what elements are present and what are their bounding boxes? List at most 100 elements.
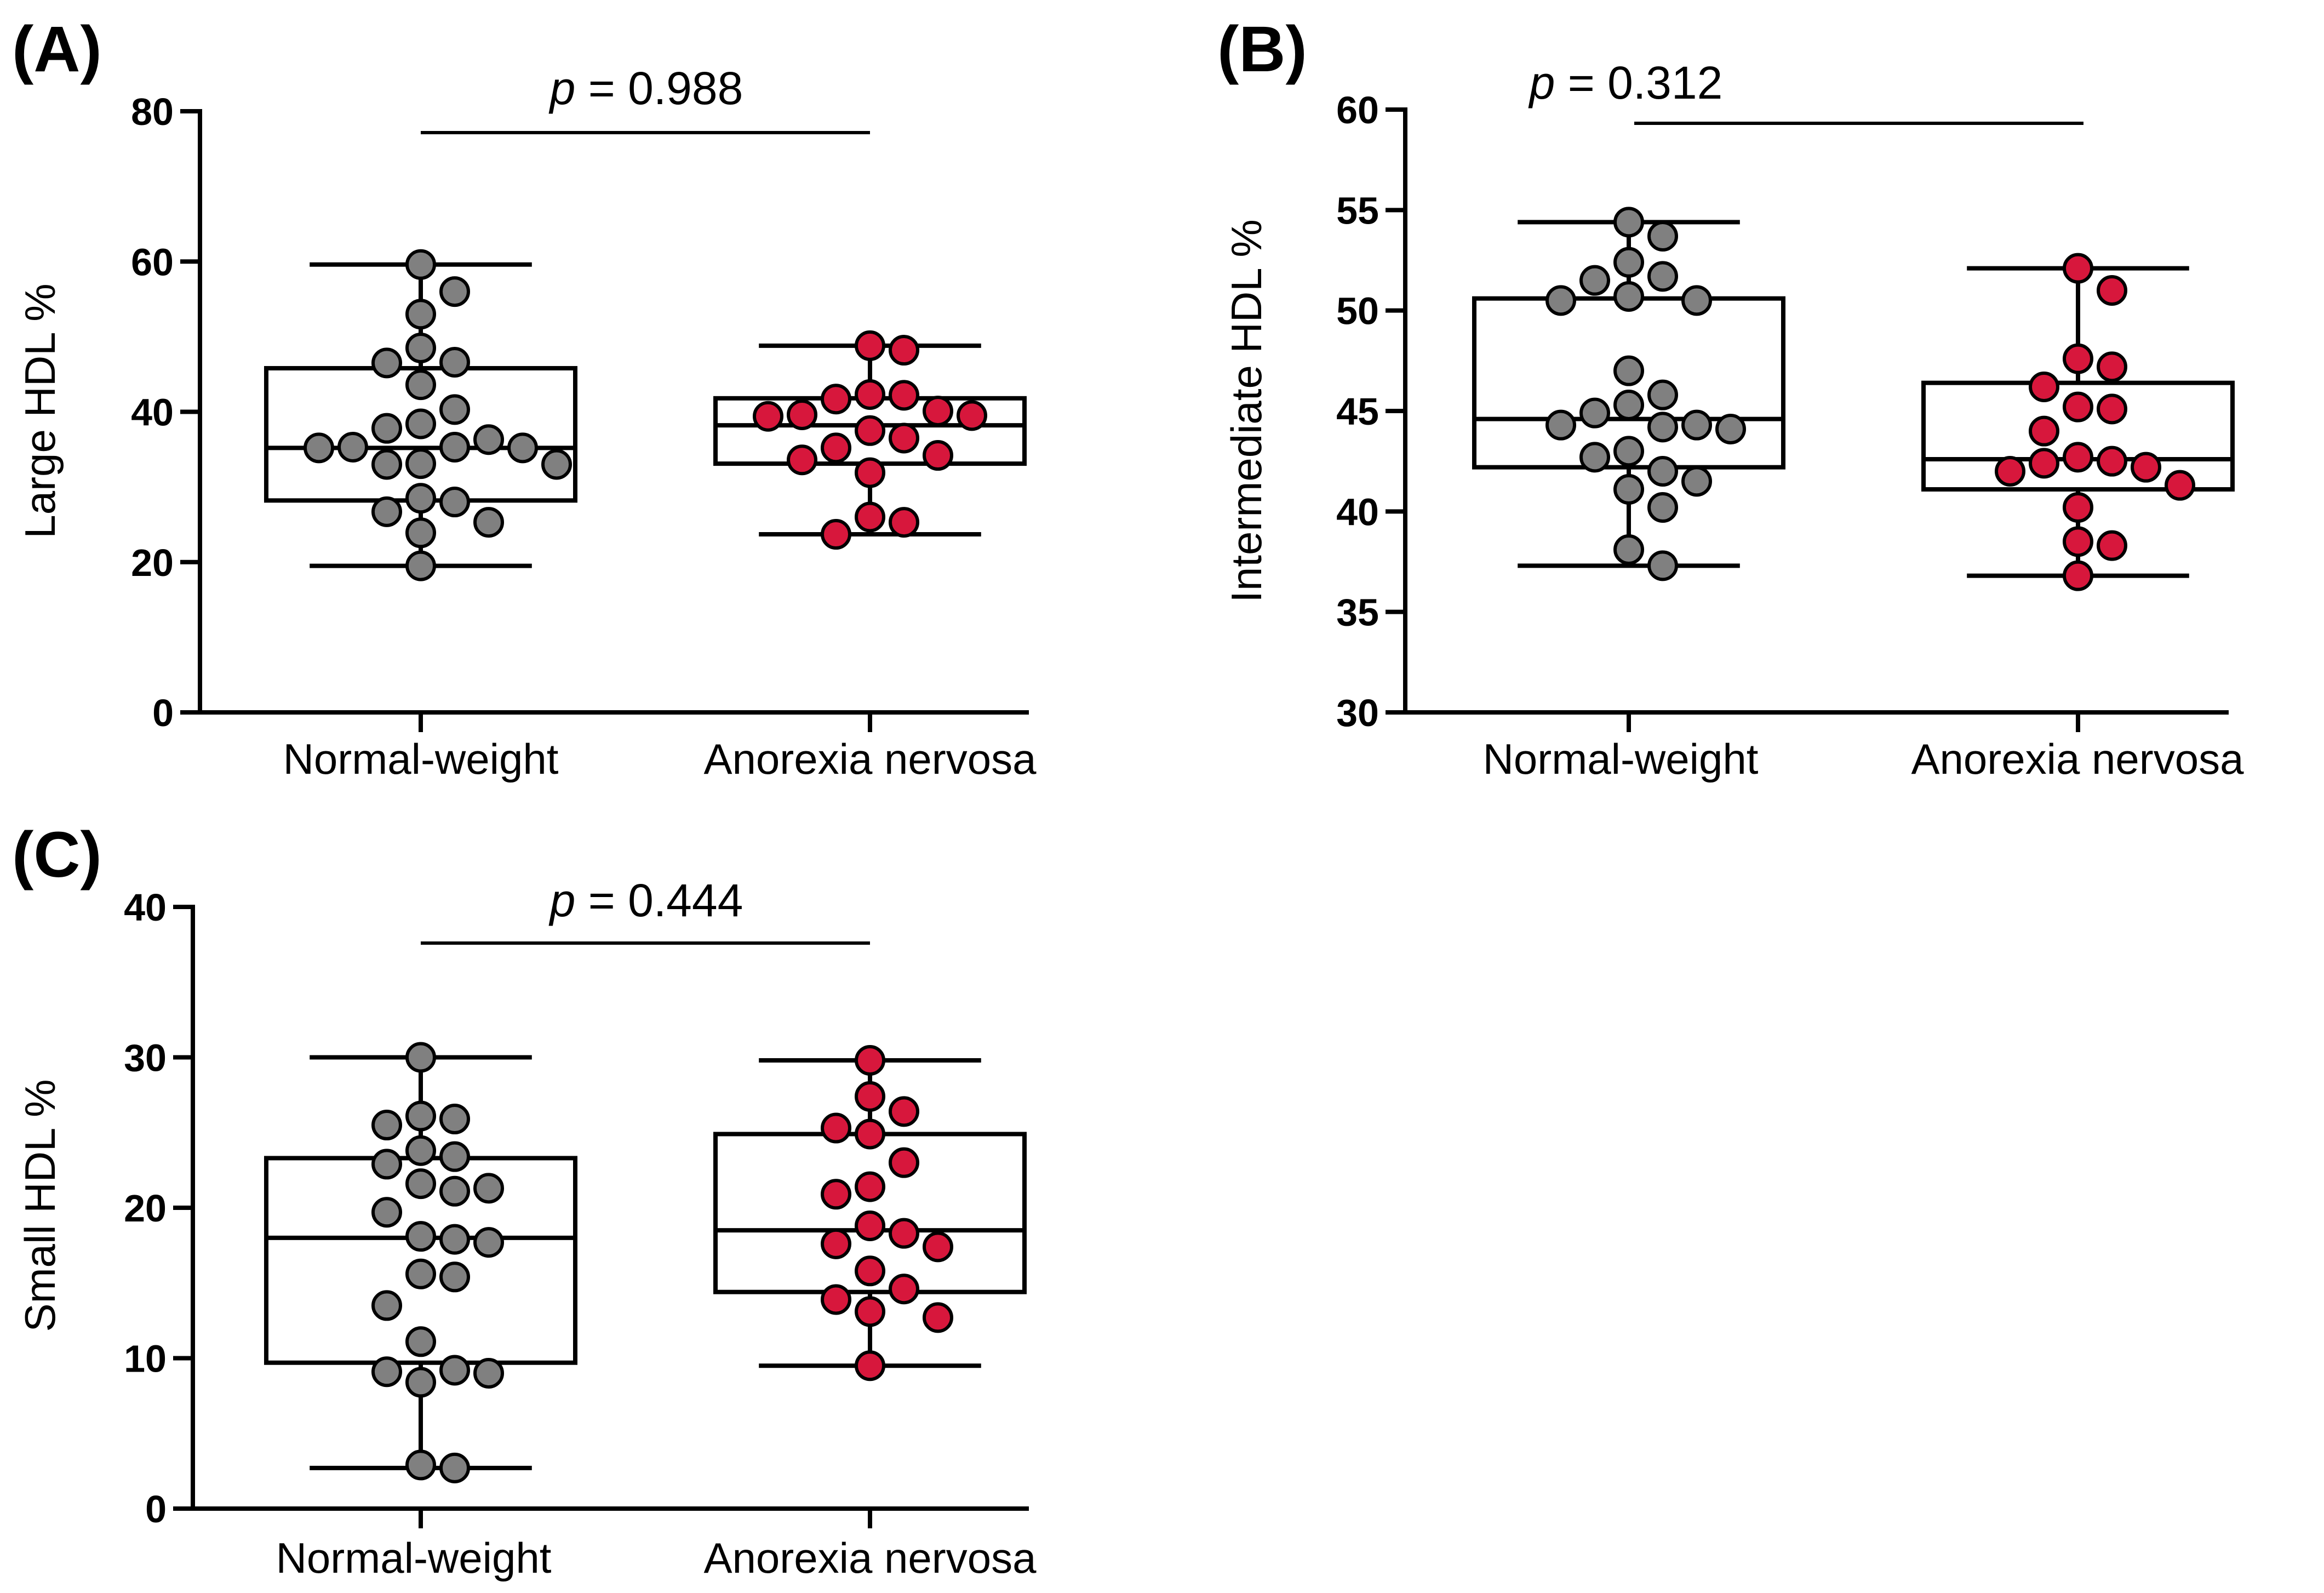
data-point xyxy=(1647,379,1678,410)
box-series-anorexia xyxy=(713,330,1027,550)
y-axis-title: Small HDL % xyxy=(16,1080,64,1332)
data-point xyxy=(1647,221,1678,252)
x-category-label-normal: Normal-weight xyxy=(1483,735,1759,783)
data-point xyxy=(855,1255,885,1287)
data-point xyxy=(439,276,470,307)
data-point xyxy=(439,1452,470,1483)
data-point xyxy=(855,457,885,488)
data-point xyxy=(889,1218,919,1249)
data-point xyxy=(2029,415,2059,447)
data-point xyxy=(2029,372,2059,402)
y-tick-label: 55 xyxy=(1336,189,1379,232)
data-point xyxy=(371,1290,402,1321)
data-point xyxy=(439,394,470,425)
iqr-box xyxy=(1921,380,2235,492)
data-point xyxy=(473,1227,504,1258)
y-tick-label: 20 xyxy=(124,1187,167,1230)
p-symbol: p xyxy=(548,875,576,926)
data-point xyxy=(889,1147,919,1178)
y-tick-label: 45 xyxy=(1336,390,1379,433)
data-point xyxy=(371,1110,402,1141)
data-point xyxy=(405,517,436,549)
data-point xyxy=(821,1179,851,1210)
y-tick-label: 30 xyxy=(1336,692,1379,734)
data-point xyxy=(541,449,572,480)
data-point xyxy=(1579,265,1610,296)
data-point xyxy=(1613,474,1644,505)
data-point xyxy=(405,369,436,401)
data-point xyxy=(855,330,885,361)
data-point xyxy=(787,399,817,430)
data-point xyxy=(405,1221,436,1252)
box-series-normal xyxy=(1472,207,1785,581)
data-point xyxy=(405,332,436,363)
data-point xyxy=(439,487,470,518)
y-tick-label: 0 xyxy=(145,1488,167,1531)
data-point xyxy=(855,1044,885,1076)
data-point xyxy=(439,1141,470,1172)
p-symbol: p xyxy=(1528,57,1555,109)
data-point xyxy=(439,1224,470,1255)
data-point xyxy=(2165,470,2195,501)
data-point xyxy=(1613,436,1644,467)
data-point xyxy=(337,431,368,463)
data-point xyxy=(1647,550,1678,581)
data-point xyxy=(923,396,953,427)
x-category-label-anorexia: Anorexia nervosa xyxy=(703,1534,1037,1582)
data-point xyxy=(855,379,885,410)
y-tick-labels: 30 35 40 45 50 55 60 xyxy=(1336,89,1379,734)
data-point xyxy=(1681,466,1712,497)
y-tick-label: 80 xyxy=(131,90,174,133)
data-point xyxy=(473,1173,504,1204)
data-point xyxy=(923,440,953,471)
data-point xyxy=(2063,492,2093,523)
data-point xyxy=(787,444,817,476)
data-point xyxy=(371,347,402,379)
data-point xyxy=(2097,446,2127,477)
data-point xyxy=(923,1231,953,1263)
data-point xyxy=(1613,355,1644,386)
data-point xyxy=(405,299,436,330)
data-point xyxy=(2029,448,2059,479)
panel-b: (B) Intermediate HDL % p = 0.312 Normal-… xyxy=(1217,13,2244,783)
data-point xyxy=(405,249,436,280)
data-point xyxy=(1613,247,1644,278)
data-point xyxy=(473,507,504,538)
y-tick-label: 50 xyxy=(1336,290,1379,333)
data-point xyxy=(2063,343,2093,374)
data-point xyxy=(889,422,919,454)
data-point xyxy=(507,432,538,464)
data-point xyxy=(821,1112,851,1144)
data-point xyxy=(855,501,885,533)
data-point xyxy=(957,400,987,431)
data-point xyxy=(405,1100,436,1132)
panel-a: (A) Large HDL % p = 0.988 Normal-weight … xyxy=(12,13,1037,783)
data-point xyxy=(2097,530,2127,561)
data-point xyxy=(1681,285,1712,316)
plot-marks xyxy=(1386,107,2235,732)
data-point xyxy=(821,1228,851,1259)
y-tick-label: 40 xyxy=(131,391,174,434)
data-point xyxy=(1545,285,1576,316)
data-point xyxy=(1613,281,1644,312)
x-category-label-anorexia: Anorexia nervosa xyxy=(1911,735,2244,783)
x-category-label-normal: Normal-weight xyxy=(276,1534,552,1582)
data-point xyxy=(889,507,919,538)
data-point xyxy=(473,1357,504,1389)
p-value: = 0.444 xyxy=(575,875,743,926)
y-tick-label: 0 xyxy=(152,692,174,734)
data-point xyxy=(439,1175,470,1207)
y-axis-title: Large HDL % xyxy=(16,283,64,538)
data-point xyxy=(371,413,402,444)
data-point xyxy=(439,1104,470,1135)
y-tick-label: 10 xyxy=(124,1338,167,1380)
data-point xyxy=(405,1042,436,1073)
data-point xyxy=(405,483,436,514)
x-category-label-normal: Normal-weight xyxy=(283,735,559,783)
y-tick-label: 30 xyxy=(124,1037,167,1080)
data-point xyxy=(2063,442,2093,473)
data-point xyxy=(405,1449,436,1481)
data-point xyxy=(1647,412,1678,443)
data-point xyxy=(1681,409,1712,441)
data-point xyxy=(821,1284,851,1315)
